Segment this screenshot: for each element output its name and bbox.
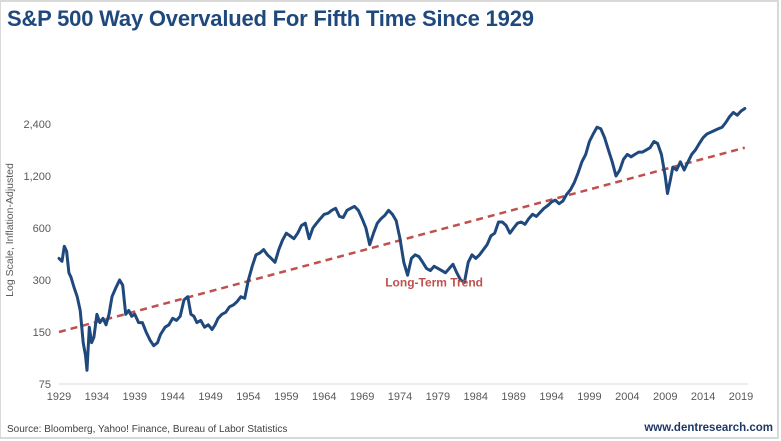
x-tick-label: 1994 bbox=[539, 391, 563, 403]
x-tick-label: 1934 bbox=[85, 391, 109, 403]
x-tick-label: 1954 bbox=[236, 391, 260, 403]
trend-line bbox=[58, 146, 746, 334]
chart-title: S&P 500 Way Overvalued For Fifth Time Si… bbox=[7, 6, 534, 31]
x-tick-label: 1944 bbox=[160, 391, 184, 403]
x-tick-label: 2009 bbox=[653, 391, 677, 403]
y-tick-label: 300 bbox=[33, 275, 51, 287]
y-axis-label: Log Scale, Inflation-Adjusted bbox=[4, 163, 16, 297]
y-tick-label: 600 bbox=[33, 223, 51, 235]
x-tick-label: 1989 bbox=[501, 391, 525, 403]
x-tick-label: 2019 bbox=[729, 391, 753, 403]
y-tick-label: 2,400 bbox=[23, 119, 51, 131]
x-tick-label: 1939 bbox=[123, 391, 147, 403]
x-tick-label: 1999 bbox=[577, 391, 601, 403]
x-tick-label: 1984 bbox=[464, 391, 488, 403]
x-tick-label: 1974 bbox=[388, 391, 412, 403]
y-tick-label: 150 bbox=[33, 327, 51, 339]
trend-annotation: Long-Term Trend bbox=[385, 276, 483, 290]
x-tick-label: 1959 bbox=[274, 391, 298, 403]
website-url: www.dentresearch.com bbox=[644, 422, 773, 434]
x-tick-label: 1969 bbox=[350, 391, 374, 403]
x-tick-label: 1929 bbox=[47, 391, 71, 403]
source-note: Source: Bloomberg, Yahoo! Finance, Burea… bbox=[7, 424, 288, 435]
y-tick-label: 75 bbox=[39, 379, 51, 391]
x-tick-label: 1964 bbox=[312, 391, 336, 403]
x-tick-label: 2014 bbox=[691, 391, 715, 403]
x-tick-label: 2004 bbox=[615, 391, 639, 403]
sp500-line bbox=[57, 107, 747, 372]
x-tick-label: 1979 bbox=[426, 391, 450, 403]
y-tick-label: 1,200 bbox=[23, 171, 51, 183]
x-tick-label: 1949 bbox=[198, 391, 222, 403]
